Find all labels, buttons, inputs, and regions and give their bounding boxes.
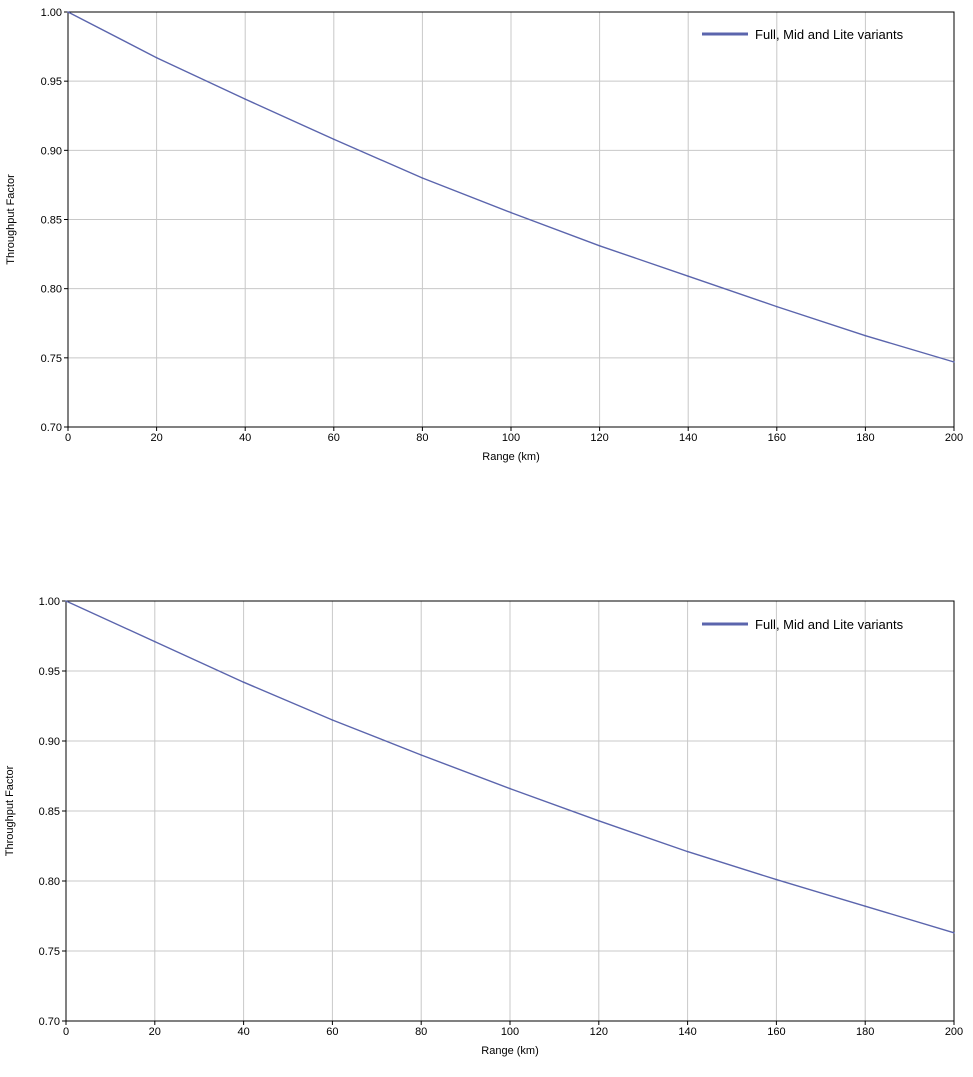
- series-point: [775, 878, 778, 881]
- x-tick-label: 200: [945, 432, 963, 444]
- series-point: [331, 719, 334, 721]
- x-tick-label: 40: [237, 1026, 249, 1038]
- x-tick-label: 120: [590, 1026, 608, 1038]
- series-point: [67, 11, 69, 13]
- y-tick-label: 0.70: [39, 1016, 60, 1028]
- x-tick-label: 20: [149, 1026, 161, 1038]
- series-point: [65, 600, 67, 602]
- x-axis-title: Range (km): [481, 1045, 538, 1057]
- y-axis-title: Throughput Factor: [5, 174, 17, 265]
- x-tick-label: 160: [767, 1026, 785, 1038]
- series-point: [598, 244, 601, 247]
- series-point: [864, 905, 866, 907]
- chart-2: 0 20 40 60 80 100 120 140 160 180 200 0.70 0.75 0.80 0…: [4, 596, 963, 1057]
- y-tick-label: 0.95: [39, 666, 60, 678]
- y-tick-label: 0.90: [39, 736, 60, 748]
- legend-entry: Full, Mid and Lite variants: [755, 27, 904, 42]
- series-point: [154, 640, 156, 643]
- series-point: [420, 754, 423, 756]
- legend-entry: Full, Mid and Lite variants: [755, 617, 904, 632]
- x-tick-label: 40: [239, 432, 251, 444]
- y-tick-label: 0.95: [41, 76, 62, 88]
- y-tick-label: 1.00: [41, 7, 62, 19]
- y-tick-label: 0.80: [39, 876, 60, 888]
- x-tick-label: 100: [502, 432, 520, 444]
- x-axis-title: Range (km): [482, 451, 539, 463]
- y-tick-label: 0.75: [39, 946, 60, 958]
- x-tick-label: 200: [945, 1026, 963, 1038]
- y-tick-label: 0.80: [41, 284, 62, 296]
- chart-1: 0 20 40 60 80 100 120 140 160 180 200 0.70 0.75 0.80 0…: [5, 7, 963, 463]
- series-point: [687, 275, 689, 278]
- series-point: [776, 305, 778, 308]
- series-point: [686, 850, 689, 853]
- x-tick-label: 0: [65, 432, 71, 444]
- y-tick-label: 0.75: [41, 353, 62, 365]
- y-tick-label: 0.85: [39, 806, 60, 818]
- x-tick-label: 80: [415, 1026, 427, 1038]
- series-point: [155, 56, 158, 59]
- x-tick-label: 140: [678, 1026, 696, 1038]
- x-tick-label: 0: [63, 1026, 69, 1038]
- x-tick-label: 100: [501, 1026, 519, 1038]
- series-point: [333, 138, 335, 141]
- series-point: [421, 177, 424, 179]
- y-tick-label: 0.85: [41, 215, 62, 227]
- x-tick-label: 180: [856, 1026, 874, 1038]
- x-tick-label: 120: [590, 432, 608, 444]
- y-tick-label: 1.00: [39, 596, 60, 608]
- y-axis-title: Throughput Factor: [4, 765, 16, 856]
- x-tick-label: 80: [416, 432, 428, 444]
- series-point: [242, 681, 245, 683]
- x-tick-label: 160: [768, 432, 786, 444]
- series-point: [953, 361, 955, 363]
- y-tick-label: 0.70: [41, 422, 62, 434]
- x-tick-label: 60: [326, 1026, 338, 1038]
- y-tick-label: 0.90: [41, 145, 62, 157]
- x-tick-label: 20: [150, 432, 162, 444]
- series-point: [509, 787, 511, 790]
- series-point: [864, 334, 867, 337]
- x-tick-label: 60: [328, 432, 340, 444]
- x-tick-label: 140: [679, 432, 697, 444]
- series-point: [598, 820, 600, 822]
- series-point: [510, 211, 512, 214]
- x-tick-label: 180: [856, 432, 874, 444]
- series-point: [953, 932, 955, 934]
- series-point: [244, 98, 246, 100]
